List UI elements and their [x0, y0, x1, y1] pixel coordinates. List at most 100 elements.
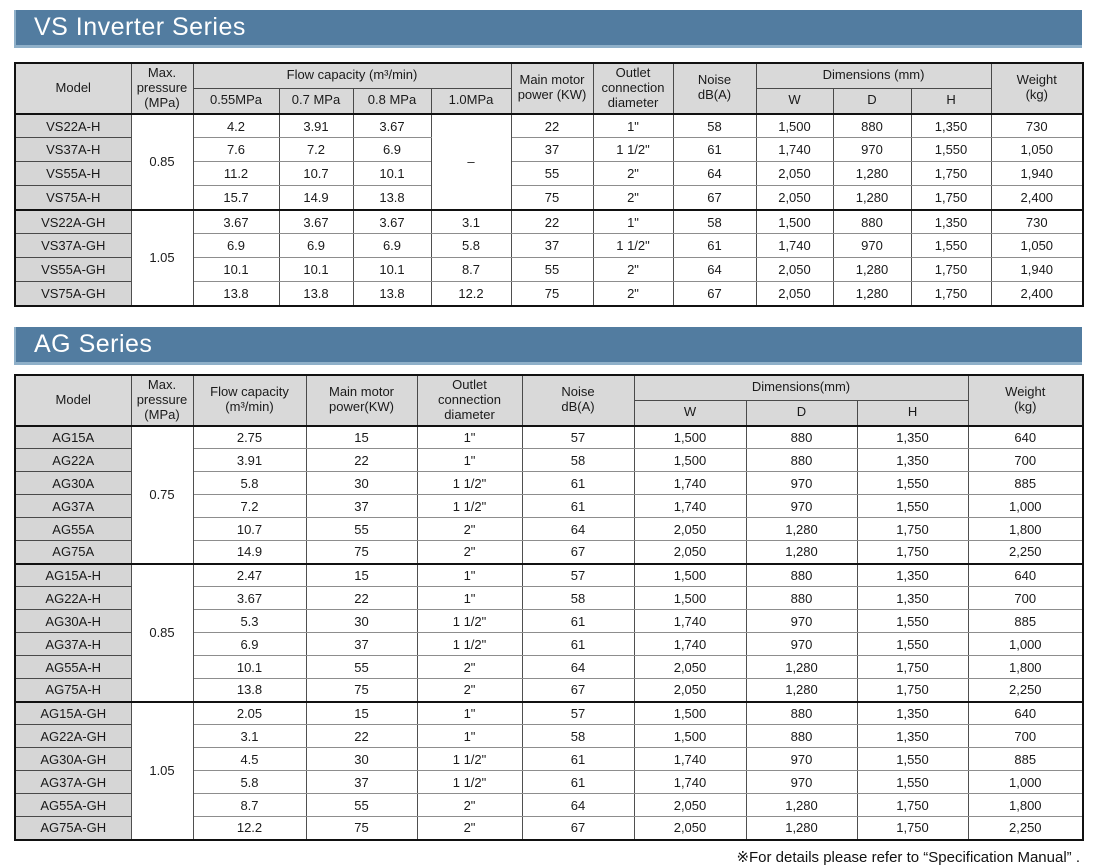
col-header-flow-capacity: Flow capacity (m³/min): [192, 62, 512, 89]
value-cell: 1": [592, 112, 674, 139]
table-row: AG15A-H 0.85 2.47 15 1" 57 1,500 880 1,350 640: [14, 562, 1084, 703]
value-cell: 55: [305, 655, 418, 680]
flow-value-cell: 5.8: [192, 770, 307, 795]
value-cell: 2": [416, 816, 523, 841]
value-cell: 2,050: [633, 816, 747, 841]
flow-value-cell: 6.9: [192, 233, 280, 259]
table-row: AG22A 3.91 22 1" 58 1,500 880 1,350 700: [14, 448, 1084, 473]
table-row: AG75A-GH 12.2 75 2" 67 2,050 1,280 1,750 2,250: [14, 816, 1084, 841]
ag-series-title: AG Series: [14, 326, 1082, 365]
value-cell: 58: [521, 448, 635, 473]
value-cell: 2,250: [967, 540, 1084, 565]
value-cell: 37: [510, 137, 594, 163]
value-cell: 55: [305, 793, 418, 818]
flow-value-cell: 5.8: [192, 471, 307, 496]
value-cell: 1,550: [856, 632, 969, 657]
value-cell: 970: [745, 494, 858, 519]
value-cell: 880: [832, 112, 912, 139]
value-cell: 1,350: [856, 586, 969, 611]
flow-value-cell: 3.91: [278, 112, 354, 139]
flow-value-cell: 7.2: [278, 137, 354, 163]
no-data-cell: –: [430, 112, 512, 211]
value-cell: 1,750: [856, 816, 969, 841]
model-cell: AG15A-GH: [14, 700, 132, 726]
value-cell: 1,500: [633, 586, 747, 611]
model-cell: AG30A: [14, 471, 132, 496]
value-cell: 1,280: [745, 678, 858, 703]
table-row: AG55A 10.7 55 2" 64 2,050 1,280 1,750 1,800: [14, 517, 1084, 542]
model-cell: VS22A-GH: [14, 208, 132, 235]
value-cell: 58: [672, 208, 757, 235]
value-cell: 970: [745, 471, 858, 496]
value-cell: 1,750: [856, 655, 969, 680]
value-cell: 1,280: [745, 540, 858, 565]
col-header-main-motor-power: Main motor power(KW): [305, 374, 418, 427]
value-cell: 1,350: [856, 448, 969, 473]
model-cell: AG37A-H: [14, 632, 132, 657]
model-cell: AG22A: [14, 448, 132, 473]
flow-value-cell: 3.67: [278, 208, 354, 235]
value-cell: 2,250: [967, 678, 1084, 703]
flow-value-cell: 10.1: [352, 161, 432, 187]
value-cell: 1,280: [745, 655, 858, 680]
value-cell: 2,050: [633, 655, 747, 680]
value-cell: 1,500: [633, 562, 747, 588]
value-cell: 1,500: [755, 208, 834, 235]
table-row: VS75A-GH 13.8 13.8 13.8 12.2 75 2" 67 2,050 1,280…: [14, 281, 1084, 307]
value-cell: 970: [832, 137, 912, 163]
value-cell: 1,350: [856, 424, 969, 450]
value-cell: 1,740: [633, 494, 747, 519]
value-cell: 1,550: [910, 137, 992, 163]
value-cell: 970: [745, 770, 858, 795]
model-cell: VS55A-GH: [14, 257, 132, 283]
value-cell: 1,740: [755, 233, 834, 259]
value-cell: 1,350: [856, 562, 969, 588]
flow-value-cell: 14.9: [192, 540, 307, 565]
value-cell: 1,740: [633, 471, 747, 496]
header-subrow: 0.55MPa 0.7 MPa 0.8 MPa 1.0MPa W D H: [15, 87, 1083, 115]
value-cell: 30: [305, 609, 418, 634]
model-cell: AG22A-H: [14, 586, 132, 611]
value-cell: 1": [416, 424, 523, 450]
flow-value-cell: 10.1: [278, 257, 354, 283]
flow-value-cell: 7.2: [192, 494, 307, 519]
value-cell: 1,500: [633, 424, 747, 450]
value-cell: 1,500: [755, 112, 834, 139]
value-cell: 2,050: [633, 678, 747, 703]
pressure-cell: 0.85: [130, 112, 194, 211]
value-cell: 30: [305, 747, 418, 772]
table-row: VS75A-H 15.7 14.9 13.8 75 2" 67 2,050 1,280 1,750…: [14, 185, 1084, 211]
col-header-noise: Noise dB(A): [521, 374, 635, 427]
value-cell: 64: [521, 655, 635, 680]
value-cell: 22: [510, 208, 594, 235]
value-cell: 2": [592, 281, 674, 307]
value-cell: 1,280: [832, 281, 912, 307]
flow-value-cell: 6.9: [278, 233, 354, 259]
value-cell: 1": [416, 562, 523, 588]
value-cell: 37: [305, 770, 418, 795]
flow-value-cell: 8.7: [192, 793, 307, 818]
value-cell: 75: [510, 281, 594, 307]
col-header-dimensions: Dimensions(mm): [633, 374, 969, 401]
value-cell: 58: [521, 586, 635, 611]
flow-value-cell: 12.2: [430, 281, 512, 307]
flow-value-cell: 2.05: [192, 700, 307, 726]
value-cell: 2": [416, 678, 523, 703]
value-cell: 885: [967, 471, 1084, 496]
value-cell: 2,050: [755, 161, 834, 187]
table-row: AG37A 7.2 37 1 1/2" 61 1,740 970 1,550 1,000: [14, 494, 1084, 519]
flow-value-cell: 13.8: [352, 185, 432, 211]
col-header-dimensions: Dimensions (mm): [755, 62, 992, 89]
vs-inverter-table: Model Max. pressure (MPa) Flow capacity …: [14, 62, 1085, 307]
col-header-flow-055: 0.55MPa: [192, 87, 280, 115]
value-cell: 67: [672, 185, 757, 211]
table-row: VS55A-H 11.2 10.7 10.1 55 2" 64 2,050 1,280 1,750…: [14, 161, 1084, 187]
flow-value-cell: 13.8: [192, 678, 307, 703]
value-cell: 67: [521, 540, 635, 565]
value-cell: 1,500: [633, 724, 747, 749]
model-cell: AG15A: [14, 424, 132, 450]
table-row: AG30A-GH 4.5 30 1 1/2" 61 1,740 970 1,550 885: [14, 747, 1084, 772]
value-cell: 885: [967, 609, 1084, 634]
value-cell: 1,750: [856, 517, 969, 542]
value-cell: 1 1/2": [592, 233, 674, 259]
